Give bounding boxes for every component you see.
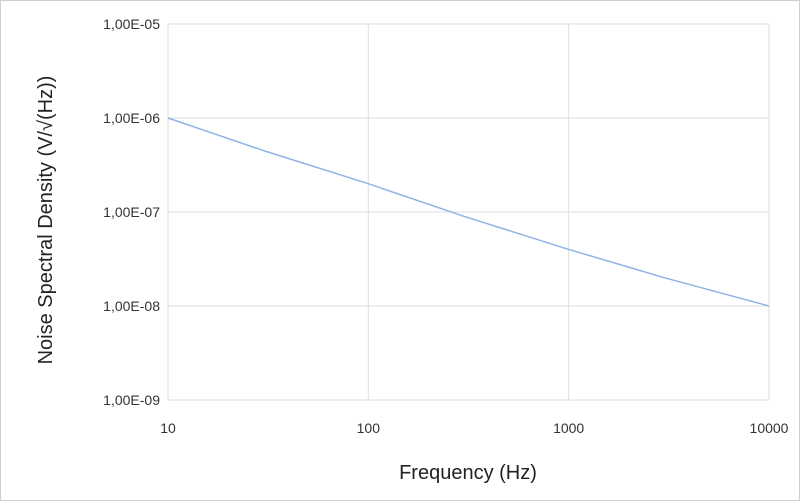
y-tick-label-3: 1,00E-08 [103,298,160,314]
x-tick-label-2: 1000 [553,420,584,436]
x-tick-label-0: 10 [160,420,176,436]
y-axis-title: Noise Spectral Density (V/√(Hz)) [35,76,57,365]
x-tick-label-1: 100 [357,420,381,436]
y-tick-label-2: 1,00E-07 [103,204,160,220]
x-tick-labels: 10 100 1000 10000 [160,420,788,436]
grid [167,23,770,401]
y-tick-label-1: 1,00E-06 [103,110,160,126]
x-tick-label-3: 10000 [750,420,789,436]
x-axis-title: Frequency (Hz) [399,462,537,484]
y-tick-labels: 1,00E-05 1,00E-06 1,00E-07 1,00E-08 1,00E-09 [103,16,160,408]
series-layer [167,117,770,307]
y-tick-label-0: 1,00E-05 [103,16,160,32]
series-line-0 [167,117,770,307]
y-tick-label-4: 1,00E-09 [103,392,160,408]
